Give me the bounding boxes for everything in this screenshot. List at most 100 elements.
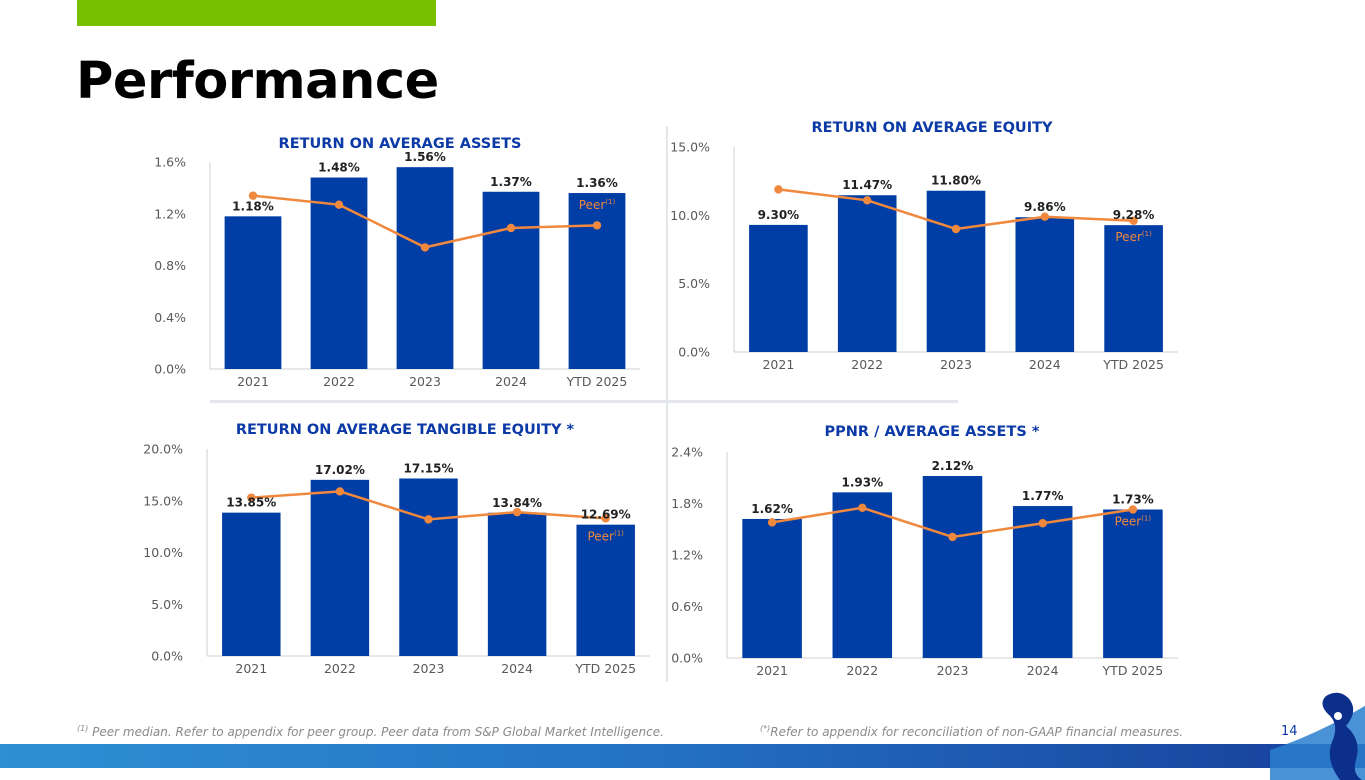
peer-point [1128,505,1138,514]
bar-2022 [310,479,370,656]
y-tick-label: 0.0% [151,649,183,664]
bar-2022 [837,195,897,352]
y-tick-label: 5.0% [151,597,183,612]
bar-2023 [922,476,983,658]
data-label: 9.86% [1024,200,1066,214]
y-tick-label: 15.0% [143,493,183,508]
x-tick-label: 2023 [413,661,445,676]
data-label: 13.84% [492,496,542,510]
peer-point [1038,519,1047,528]
bottom-band [0,744,1365,768]
data-label: 9.28% [1113,208,1155,222]
x-tick-label: 2023 [940,357,972,372]
peer-point [592,221,602,230]
y-tick-label: 5.0% [678,276,710,291]
ampersand-logo-icon [1270,692,1365,780]
peer-point [951,224,961,234]
chart-title: PPNR / AVERAGE ASSETS * [825,424,1040,440]
x-tick-label: 2021 [762,357,794,372]
y-tick-label: 0.0% [671,651,703,666]
data-label: 12.69% [581,508,631,522]
y-tick-label: 2.4% [671,445,703,460]
accent-bar [77,0,436,26]
data-label: 1.18% [232,199,274,213]
x-tick-label: YTD 2025 [566,374,628,389]
x-tick-label: YTD 2025 [1102,357,1164,372]
data-label: 13.85% [226,496,276,510]
bar-2021 [222,512,281,656]
x-tick-label: 2022 [323,374,355,389]
x-tick-label: 2023 [409,374,441,389]
bar-2024 [1012,506,1073,658]
footnote-nongaap-marker: (*) [760,724,771,733]
y-tick-label: 0.6% [671,599,703,614]
x-tick-label: 2021 [756,663,788,678]
bar-2023 [399,478,458,656]
peer-point [767,518,777,527]
bar-2022 [310,177,368,369]
bar-2022 [832,492,893,658]
data-label: 1.62% [751,502,793,516]
bar-2023 [926,190,986,352]
x-tick-label: 2024 [1027,663,1059,678]
bar-2021 [742,518,802,658]
page-title: Performance [76,52,439,111]
peer-point [601,514,610,523]
data-label: 1.48% [318,161,360,175]
peer-point [863,196,872,205]
peer-point [248,191,258,200]
footnote-peer: (1) Peer median. Refer to appendix for p… [77,724,664,739]
data-label: 2.12% [932,459,974,473]
x-tick-label: 2021 [237,374,269,389]
y-tick-label: 0.0% [678,345,710,360]
peer-footnote-marker: (1) [605,198,615,206]
y-tick-label: 1.2% [154,206,186,221]
y-tick-label: 1.2% [671,548,703,563]
chart-title: RETURN ON AVERAGE TANGIBLE EQUITY * [236,422,575,438]
horizontal-divider [210,400,958,403]
peer-footnote-marker: (1) [1141,515,1151,523]
page-number: 14 [1281,724,1298,739]
x-tick-label: YTD 2025 [574,661,636,676]
data-label: 1.93% [841,475,883,489]
data-label: 1.36% [576,176,618,190]
y-tick-label: 0.8% [154,258,186,273]
vertical-divider [666,126,668,682]
y-tick-label: 10.0% [670,208,710,223]
bar-2024 [482,191,540,369]
bar-ytd-2025 [1103,509,1163,658]
x-tick-label: 2022 [846,663,878,678]
data-label: 1.56% [404,150,446,164]
bar-2023 [396,167,454,369]
x-tick-label: 2021 [235,661,267,676]
bar-ytd-2025 [1104,225,1163,352]
footnote-nongaap: (*)Refer to appendix for reconciliation … [760,724,1183,739]
peer-point [247,493,256,502]
data-label: 11.47% [842,178,892,192]
data-label: 1.77% [1022,489,1064,503]
peer-point [1040,212,1050,221]
peer-point [506,223,516,233]
x-tick-label: 2023 [937,663,969,678]
peer-point [424,515,433,524]
y-tick-label: 1.6% [154,155,186,170]
data-label: 1.73% [1112,493,1154,507]
footnote-peer-text: Peer median. Refer to appendix for peer … [88,725,664,739]
peer-point [334,200,344,209]
data-label: 1.37% [490,175,532,189]
y-tick-label: 15.0% [670,140,710,155]
bar-2021 [749,224,808,352]
x-tick-label: YTD 2025 [1102,663,1164,678]
bar-2021 [224,216,282,369]
x-tick-label: 2022 [324,661,356,676]
peer-point [1129,216,1138,225]
data-label: 9.30% [758,208,800,222]
x-tick-label: 2024 [495,374,527,389]
data-label: 17.02% [315,463,365,477]
peer-point [948,532,957,542]
y-tick-label: 1.8% [671,496,703,511]
